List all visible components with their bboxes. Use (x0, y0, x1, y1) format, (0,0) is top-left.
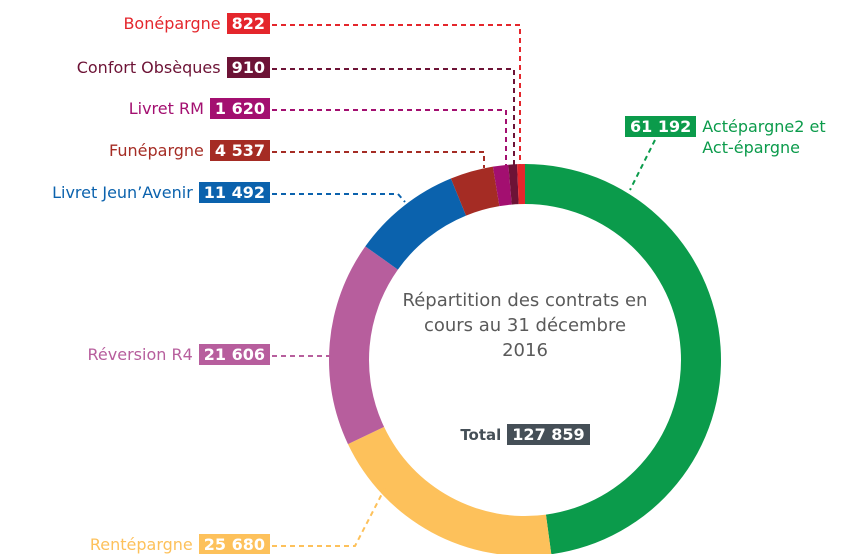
label-name: Rentépargne (89, 535, 193, 554)
leader-line (272, 487, 386, 547)
label-value: 4 537 (209, 140, 270, 161)
slice (517, 164, 525, 205)
label-name: Livret RM (128, 99, 204, 118)
label: Confort Obsèques 910 (77, 57, 270, 78)
slice (450, 166, 500, 216)
total-value: 127 859 (507, 424, 590, 445)
slice (347, 426, 552, 554)
slice (525, 164, 721, 554)
label-value: 25 680 (198, 534, 270, 554)
slice (492, 164, 512, 207)
total-title: Total (460, 425, 502, 444)
label: 61 192 Actépargne2 et Act-épargne (625, 116, 832, 158)
label: Funépargne 4 537 (109, 140, 270, 161)
slice (365, 178, 467, 270)
label: Livret Jeun’Avenir 11 492 (52, 182, 270, 203)
center-text: Répartition des contrats en cours au 31 … (402, 290, 648, 361)
slice (328, 246, 398, 445)
label-value: 822 (226, 13, 270, 34)
label-name: Actépargne2 et Act-épargne (702, 117, 826, 157)
total: Total 127 859 (400, 424, 650, 445)
label-value: 21 606 (198, 344, 270, 365)
label-value: 910 (226, 57, 270, 78)
label: Réversion R4 21 606 (88, 344, 270, 365)
label-name: Confort Obsèques (76, 58, 221, 77)
label: Rentépargne 25 680 (90, 534, 270, 554)
leader-line (272, 68, 515, 165)
leader-line (272, 193, 406, 203)
leader-line (272, 24, 521, 165)
label-name: Funépargne (109, 141, 204, 160)
leader-line (629, 139, 656, 191)
leader-line (272, 109, 507, 166)
label-name: Réversion R4 (87, 345, 193, 364)
label-value: 11 492 (198, 182, 270, 203)
label: Bonépargne 822 (123, 13, 270, 34)
label-name: Livret Jeun’Avenir (52, 183, 193, 202)
leader-line (272, 151, 485, 168)
label-name: Bonépargne (123, 14, 221, 33)
slice (508, 164, 519, 205)
label: Livret RM 1 620 (129, 98, 270, 119)
label-value: 1 620 (209, 98, 270, 119)
label-value: 61 192 (625, 116, 697, 137)
